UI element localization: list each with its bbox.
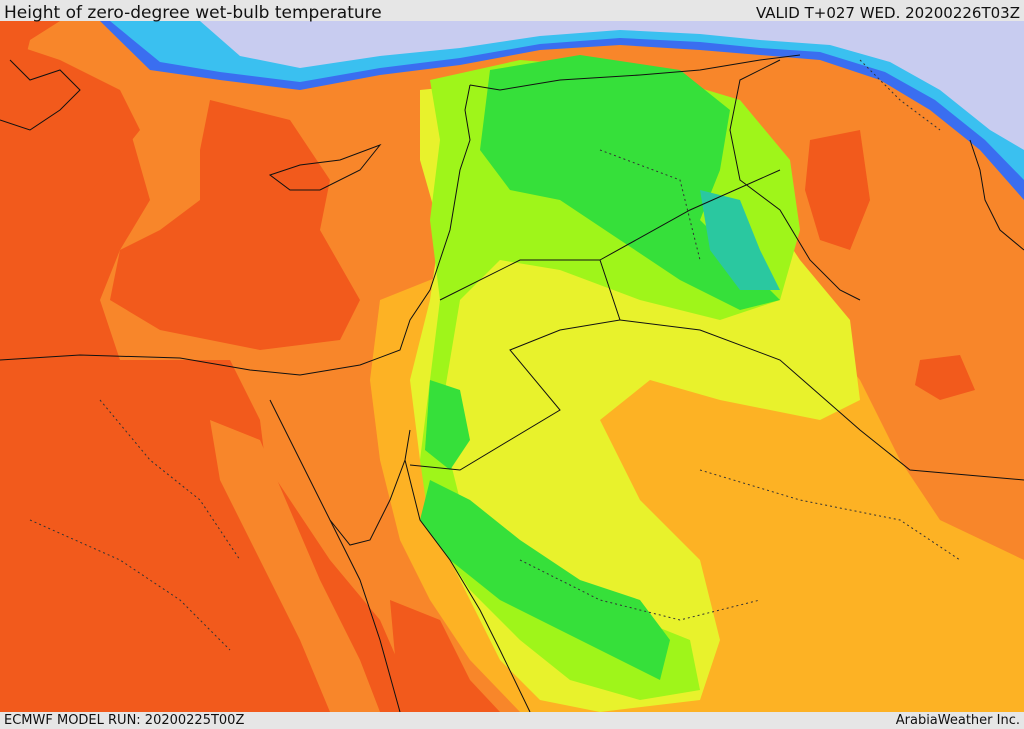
teal-patch [700,190,780,290]
map-title: Height of zero-degree wet-bulb temperatu… [4,3,382,23]
egypt-orange-patch [210,420,380,712]
lavender-sea [200,21,1024,150]
egypt-red-zone [0,360,370,712]
green-core-south [420,480,670,680]
green-core-jordan [425,380,470,470]
model-run: ECMWF MODEL RUN: 20200225T00Z [4,713,245,728]
iran-red-patch-2 [915,355,975,400]
valid-time: VALID T+027 WED. 20200226T03Z [755,4,1020,22]
weather-map [0,21,1024,712]
footer-bar: ECMWF MODEL RUN: 20200225T00Z ArabiaWeat… [0,712,1024,729]
iran-red-patch [805,130,870,250]
med-red-zone [110,100,360,350]
red-sea-coast-red [390,600,500,712]
map-graphic [0,21,1024,712]
west-red-zone [0,40,140,240]
coastlines [0,54,1024,712]
header-bar: Height of zero-degree wet-bulb temperatu… [0,0,1024,23]
internal-borders [29,59,961,651]
credit-label: ArabiaWeather Inc. [895,713,1020,728]
green-core-north [480,55,780,310]
